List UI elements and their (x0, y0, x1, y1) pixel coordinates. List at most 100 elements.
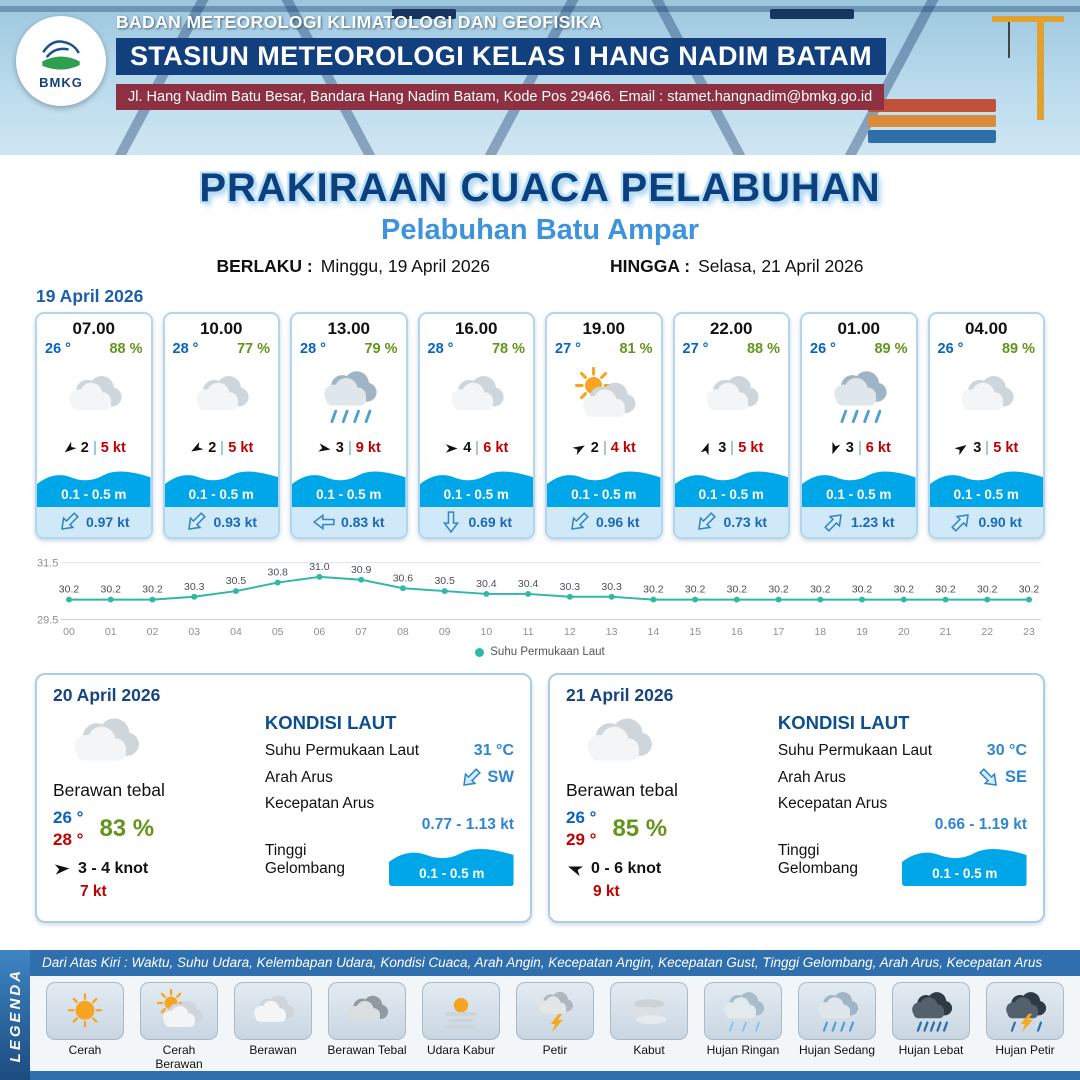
legend-item: Kabut (608, 981, 690, 1057)
legend-item: Berawan Tebal (326, 981, 408, 1057)
wave-icon (389, 848, 514, 886)
legend-weather-icon (798, 981, 876, 1040)
forecast-card: 07.00 26 ° 88 % 2 5 kt 0.1 - 0.5 m 0.97 … (35, 312, 153, 539)
current-speed-value: 0.66 - 1.19 kt (934, 816, 1027, 833)
current-direction-label: Arah Arus (264, 768, 333, 786)
legend-item: Berawan (232, 981, 314, 1057)
berlaku-label: BERLAKU : (216, 256, 313, 276)
current-direction-label: Arah Arus (777, 768, 846, 786)
header-banner: BMKG BADAN METEOROLOGI KLIMATOLOGI DAN G… (0, 0, 1080, 155)
port-name: Pelabuhan Batu Ampar (381, 214, 699, 246)
humidity: 81 % (619, 341, 653, 357)
bmkg-logo-icon (42, 40, 80, 70)
forecast-time: 13.00 (327, 319, 371, 338)
wind-speed: 4 kt (610, 440, 636, 456)
wave-height-row: Tinggi Gelombang 0.1 - 0.5 m (265, 840, 514, 886)
weather-icon (165, 357, 279, 435)
sst-value: 30 °C (986, 742, 1027, 759)
current-speed-label: Kecepatan Arus (264, 795, 375, 812)
temp-humidity-row: 28 ° 79 % (292, 339, 406, 357)
svg-text:18: 18 (814, 627, 826, 638)
legend-weather-icon (234, 981, 312, 1040)
legend-weather-icon (610, 981, 688, 1040)
current-speed: 0.69 kt (468, 514, 513, 530)
wave-height: 0.1 - 0.5 m (61, 487, 127, 502)
svg-text:12: 12 (564, 627, 576, 638)
air-temperature: 26 ° (810, 341, 836, 357)
svg-text:30.2: 30.2 (59, 585, 80, 596)
temp-max: 28 ° (53, 830, 84, 849)
humidity: 89 % (1001, 341, 1035, 357)
svg-text:30.2: 30.2 (1019, 585, 1040, 596)
svg-text:04: 04 (230, 627, 242, 638)
temp-humidity-row: 27 ° 88 % (675, 339, 789, 357)
svg-text:01: 01 (105, 627, 117, 638)
wave-height-value: 0.1 - 0.5 m (419, 866, 485, 881)
weather-icon (566, 708, 670, 778)
svg-text:30.3: 30.3 (601, 582, 622, 593)
daily-card-body: Berawan tebal 26 ° 29 ° 85 % 0 - 6 knot … (566, 708, 1027, 901)
svg-text:03: 03 (188, 627, 200, 638)
air-temperature: 26 ° (45, 341, 71, 357)
wind-range: 0 - 6 knot (591, 860, 662, 877)
temperature-block: 26 ° 28 ° 83 % (53, 807, 257, 851)
wave-height-band: 0.1 - 0.5 m (419, 463, 533, 507)
forecast-time: 04.00 (964, 319, 1008, 338)
wave-height: 0.1 - 0.5 m (953, 487, 1019, 502)
wind-row: 2 4 kt (547, 435, 661, 461)
current-speed: 0.97 kt (85, 514, 130, 530)
current-row: 0.83 kt (292, 507, 406, 537)
wave-height-band: 0.1 - 0.5 m (929, 463, 1043, 507)
wave-icon (419, 471, 533, 507)
current-speed-label: Kecepatan Arus (777, 795, 888, 812)
weather-icon (675, 357, 789, 435)
humidity: 79 % (364, 341, 398, 357)
legend-item: Cerah Berawan (138, 981, 220, 1071)
humidity: 83 % (99, 815, 155, 842)
humidity: 85 % (612, 815, 668, 842)
svg-text:30.2: 30.2 (894, 585, 915, 596)
air-temperature: 28 ° (172, 341, 199, 357)
forecast-time: 01.00 (837, 319, 881, 338)
temp-humidity-row: 28 ° 78 % (420, 339, 534, 357)
wind-direction-icon (697, 438, 716, 457)
wind-force: 2 (590, 440, 599, 456)
legend-note: Dari Atas Kiri : Waktu, Suhu Udara, Kele… (30, 950, 1080, 976)
daily-weather-summary: Berawan tebal 26 ° 28 ° 83 % 3 - 4 knot … (53, 708, 257, 901)
svg-text:17: 17 (773, 627, 785, 638)
bmkg-logo-text: BMKG (39, 75, 83, 90)
forecast-date-label: 19 April 2026 (36, 286, 144, 306)
legend-item: Hujan Lebat (890, 981, 972, 1057)
wave-icon (37, 471, 151, 507)
wave-height-box: 0.1 - 0.5 m (389, 840, 514, 886)
wind-speed: 5 kt (738, 440, 764, 456)
weather-icon (547, 357, 661, 435)
divider (603, 441, 606, 455)
divider (348, 441, 351, 455)
legend-label: Udara Kabur (426, 1042, 496, 1057)
current-row: 0.73 kt (674, 507, 788, 537)
current-direction-icon (56, 509, 83, 536)
svg-text:30.2: 30.2 (685, 585, 706, 596)
current-speed: 1.23 kt (850, 514, 895, 530)
svg-text:08: 08 (397, 627, 409, 638)
current-speed: 0.90 kt (978, 514, 1023, 530)
station-address: Jl. Hang Nadim Batu Besar, Bandara Hang … (116, 84, 885, 110)
wave-height-band: 0.1 - 0.5 m (164, 463, 278, 507)
legend-dot-icon (475, 647, 485, 657)
weather-icon (930, 357, 1044, 435)
legend-label: Hujan Sedang (798, 1042, 876, 1057)
legend-weather-icon (328, 981, 406, 1040)
wave-icon (802, 471, 916, 507)
legend-item: Hujan Petir (984, 981, 1066, 1057)
current-row: 0.97 kt (37, 507, 151, 537)
svg-text:14: 14 (648, 627, 660, 638)
temp-max: 29 ° (566, 830, 597, 849)
legend-label: Hujan Petir (995, 1042, 1055, 1057)
wave-height-label: Tinggi Gelombang (777, 842, 858, 877)
current-speed: 0.93 kt (213, 514, 258, 530)
weather-icon (802, 357, 916, 435)
temp-humidity-row: 28 ° 77 % (165, 339, 279, 357)
svg-text:15: 15 (689, 627, 701, 638)
legend-label: Hujan Lebat (898, 1042, 964, 1057)
